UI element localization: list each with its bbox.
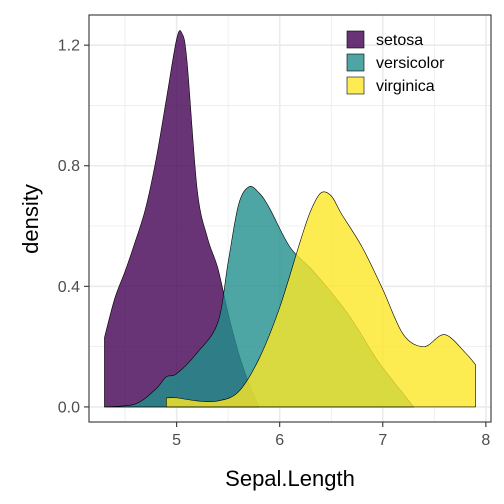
plot-panel-border [88, 14, 492, 423]
y-tick-label: 1.2 [58, 38, 80, 55]
legend-label-setosa: setosa [376, 32, 423, 49]
x-axis: 5 6 7 8 [172, 422, 490, 449]
density-areas [104, 30, 476, 408]
x-tick-label: 7 [378, 432, 387, 449]
y-tick-label: 0.0 [58, 399, 80, 416]
y-axis-title: density [18, 184, 43, 254]
x-tick-label: 8 [481, 432, 490, 449]
legend-label-virginica: virginica [376, 78, 435, 95]
legend-key-versicolor [346, 53, 365, 72]
legend-label-versicolor: versicolor [376, 55, 445, 72]
legend-key-virginica [346, 76, 365, 95]
x-tick-label: 6 [275, 432, 284, 449]
x-axis-title: Sepal.Length [225, 466, 355, 491]
y-axis: 0.0 0.4 0.8 1.2 [58, 38, 89, 416]
legend: setosa versicolor virginica [346, 30, 445, 95]
legend-key-setosa [346, 30, 365, 49]
density-area-virginica [166, 191, 476, 408]
y-tick-label: 0.4 [58, 279, 80, 296]
x-tick-label: 5 [172, 432, 181, 449]
y-tick-label: 0.8 [58, 158, 80, 175]
